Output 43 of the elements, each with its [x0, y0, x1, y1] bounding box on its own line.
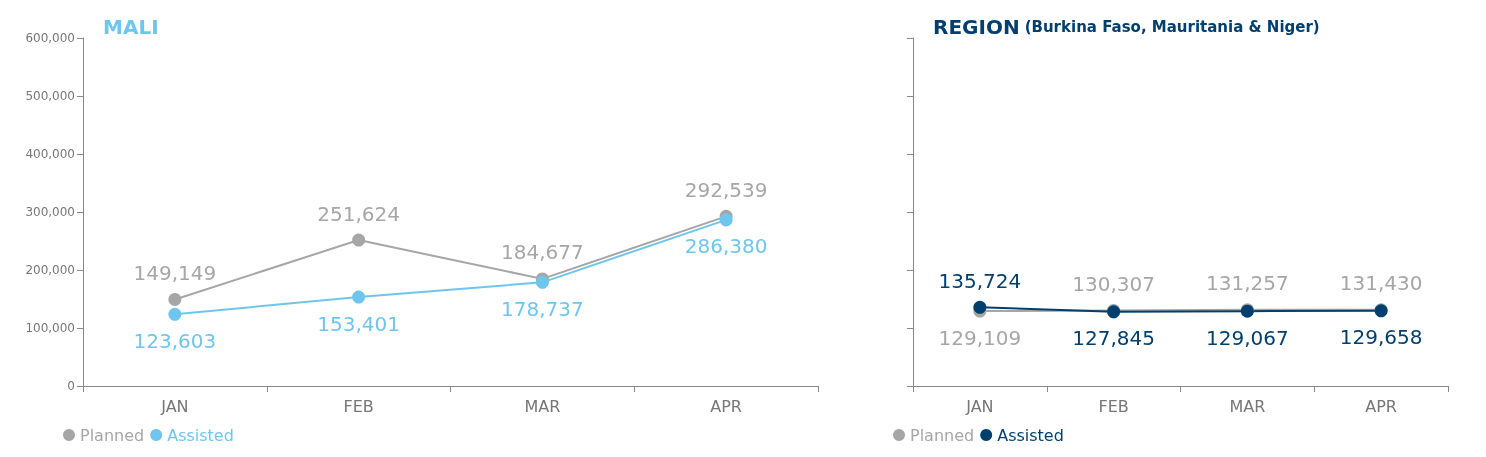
data-label: 129,067: [1206, 325, 1289, 350]
y-tick-label: 100,000: [25, 321, 75, 335]
x-tick-label: FEB: [343, 396, 374, 416]
x-tick-label: JAN: [160, 396, 189, 416]
y-tick-label: 300,000: [25, 205, 75, 219]
legend-label: Assisted: [167, 425, 234, 445]
x-tick-label: JAN: [965, 396, 994, 416]
data-label: 123,603: [133, 328, 217, 353]
x-tick-label: APR: [710, 396, 742, 416]
data-label: 135,724: [938, 268, 1022, 293]
data-label: 130,307: [1072, 271, 1155, 296]
data-label: 129,658: [1339, 325, 1423, 350]
y-tick-label: 500,000: [25, 89, 75, 103]
data-label: 149,149: [133, 260, 217, 285]
legend-label: Planned: [910, 425, 975, 445]
y-tick-label: 200,000: [25, 263, 75, 277]
data-label: 184,677: [501, 240, 584, 265]
x-tick-label: FEB: [1098, 396, 1129, 416]
data-label: 153,401: [317, 311, 400, 336]
data-label: 131,430: [1339, 271, 1423, 296]
data-label: 251,624: [317, 201, 400, 226]
point: [352, 290, 366, 304]
y-tick-label: 400,000: [25, 147, 75, 161]
data-label: 178,737: [501, 296, 584, 321]
x-tick-label: MAR: [1229, 396, 1266, 416]
chart-subtitle: (Burkina Faso, Mauritania & Niger): [1024, 18, 1320, 36]
x-tick-label: APR: [1365, 396, 1397, 416]
x-tick-label: MAR: [524, 396, 561, 416]
point: [352, 233, 366, 247]
data-label: 292,539: [684, 177, 768, 202]
y-tick-label: 600,000: [25, 31, 75, 45]
point: [168, 293, 182, 306]
point: [719, 213, 733, 227]
chart-title: REGION: [933, 15, 1020, 39]
data-label: 286,380: [684, 234, 768, 259]
data-label: 131,257: [1206, 271, 1289, 296]
data-label: 127,845: [1072, 326, 1155, 351]
y-tick-label: 0: [67, 379, 75, 393]
point: [168, 307, 182, 321]
data-label: 129,109: [938, 325, 1022, 350]
legend-label: Assisted: [997, 425, 1064, 445]
chart-title: MALI: [103, 15, 159, 39]
legend-label: Planned: [80, 425, 145, 445]
